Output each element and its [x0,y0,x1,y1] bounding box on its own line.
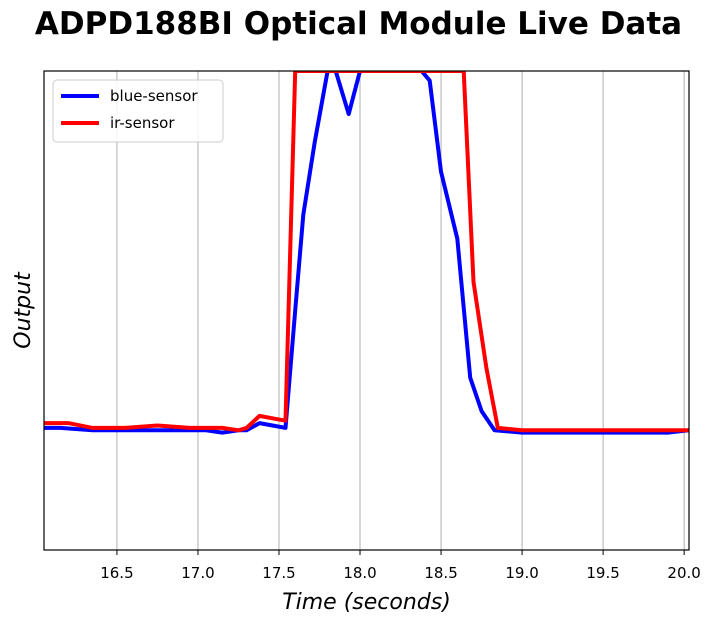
grid-lines [116,71,685,550]
x-tick-label: 18.5 [424,564,457,582]
legend-label: blue-sensor [110,87,198,105]
x-tick-label: 18.0 [343,564,376,582]
chart-title: ADPD188BI Optical Module Live Data [34,6,683,42]
x-tick-label: 19.5 [586,564,619,582]
x-tick-label: 17.5 [262,564,295,582]
x-tick-label: 17.0 [181,564,214,582]
legend-label: ir-sensor [110,114,175,132]
series-line-blue-sensor [44,71,689,435]
x-axis-label: Time (seconds) [282,590,451,615]
x-tick-label: 20.0 [667,564,700,582]
plot-area [44,71,689,435]
x-tick-label: 16.5 [100,564,133,582]
plot-frame [43,70,690,551]
series-line-ir-sensor [44,71,689,433]
x-tick-label: 19.0 [505,564,538,582]
y-axis-label: Output [11,271,36,349]
x-axis: 16.5 17.0 17.5 18.0 18.5 19.0 19.5 20.0 [100,550,701,582]
legend: blue-sensor ir-sensor [52,79,224,143]
